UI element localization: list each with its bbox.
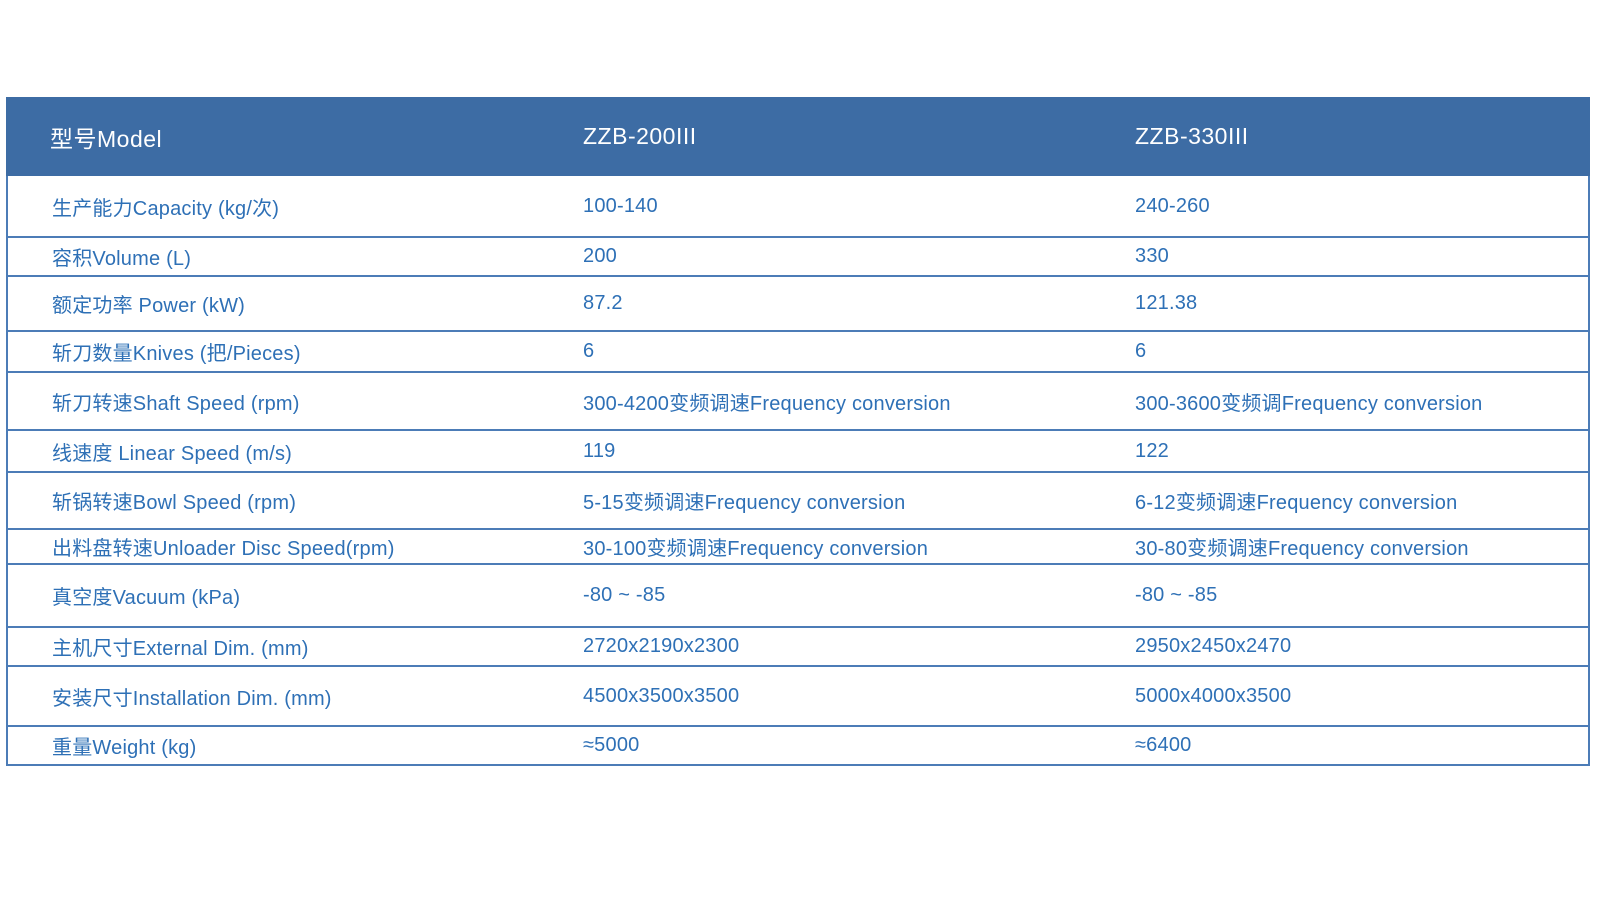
table-row-shaft-speed: 斩刀转速Shaft Speed (rpm) 300-4200变频调速Freque… [8,373,1588,431]
spec-label: 斩锅转速Bowl Speed (rpm) [52,492,297,514]
spec-value-zzb200: 2720x2190x2300 [583,635,740,657]
spec-label: 真空度Vacuum (kPa) [52,587,241,609]
spec-value-zzb200: 300-4200变频调速Frequency conversion [583,392,951,415]
table-row-capacity: 生产能力Capacity (kg/次) 100-140 240-260 [8,176,1588,238]
spec-value-zzb330: 5000x4000x3500 [1135,684,1292,707]
table-header-row: 型号Model ZZB-200III ZZB-330III [6,97,1590,176]
spec-value-zzb330: ≈6400 [1135,734,1192,756]
spec-label: 容积Volume (L) [52,248,192,270]
table-row-unloader-disc-speed: 出料盘转速Unloader Disc Speed(rpm) 30-100变频调速… [8,530,1588,565]
spec-label: 斩刀转速Shaft Speed (rpm) [52,392,300,415]
spec-value-zzb330: -80 ~ -85 [1135,584,1218,606]
spec-value-zzb200: 30-100变频调速Frequency conversion [583,538,929,560]
spec-value-zzb200: 5-15变频调速Frequency conversion [583,492,906,514]
header-col-zzb200: ZZB-200III [583,123,697,149]
spec-value-zzb330: 30-80变频调速Frequency conversion [1135,538,1469,560]
spec-label: 重量Weight (kg) [52,737,197,759]
spec-value-zzb330: 6 [1135,340,1147,362]
spec-value-zzb330: 122 [1135,439,1169,462]
spec-value-zzb330: 300-3600变频调Frequency conversion [1135,392,1483,415]
spec-label: 额定功率 Power (kW) [52,295,245,317]
table-row-volume: 容积Volume (L) 200 330 [8,238,1588,277]
spec-value-zzb330: 240-260 [1135,194,1210,217]
table-row-weight: 重量Weight (kg) ≈5000 ≈6400 [8,727,1588,766]
table-row-vacuum: 真空度Vacuum (kPa) -80 ~ -85 -80 ~ -85 [8,565,1588,628]
table-row-linear-speed: 线速度 Linear Speed (m/s) 119 122 [8,431,1588,473]
spec-value-zzb200: ≈5000 [583,734,640,756]
spec-value-zzb200: 6 [583,340,595,362]
spec-value-zzb330: 121.38 [1135,292,1198,314]
table-row-installation-dim: 安装尺寸Installation Dim. (mm) 4500x3500x350… [8,667,1588,727]
spec-value-zzb200: 200 [583,245,617,267]
header-col-model: 型号Model [50,125,163,152]
spec-label: 生产能力Capacity (kg/次) [52,197,280,220]
spec-table: 型号Model ZZB-200III ZZB-330III 生产能力Capaci… [6,97,1590,766]
spec-label: 出料盘转速Unloader Disc Speed(rpm) [52,538,395,560]
spec-value-zzb330: 330 [1135,245,1169,267]
spec-value-zzb330: 6-12变频调速Frequency conversion [1135,492,1458,514]
spec-value-zzb200: 4500x3500x3500 [583,684,740,707]
spec-label: 主机尺寸External Dim. (mm) [52,638,309,660]
table-row-knives: 斩刀数量Knives (把/Pieces) 6 6 [8,332,1588,373]
table-row-bowl-speed: 斩锅转速Bowl Speed (rpm) 5-15变频调速Frequency c… [8,473,1588,530]
spec-value-zzb200: 87.2 [583,292,623,314]
spec-label: 线速度 Linear Speed (m/s) [52,442,293,465]
spec-value-zzb330: 2950x2450x2470 [1135,635,1292,657]
spec-value-zzb200: 100-140 [583,194,658,217]
spec-value-zzb200: 119 [583,439,616,462]
header-col-zzb330: ZZB-330III [1135,123,1249,149]
spec-label: 斩刀数量Knives (把/Pieces) [52,343,301,365]
table-row-external-dim: 主机尺寸External Dim. (mm) 2720x2190x2300 29… [8,628,1588,667]
table-row-power: 额定功率 Power (kW) 87.2 121.38 [8,277,1588,332]
spec-label: 安装尺寸Installation Dim. (mm) [52,687,332,710]
table-body: 生产能力Capacity (kg/次) 100-140 240-260 容积Vo… [6,176,1590,766]
spec-value-zzb200: -80 ~ -85 [583,584,666,606]
